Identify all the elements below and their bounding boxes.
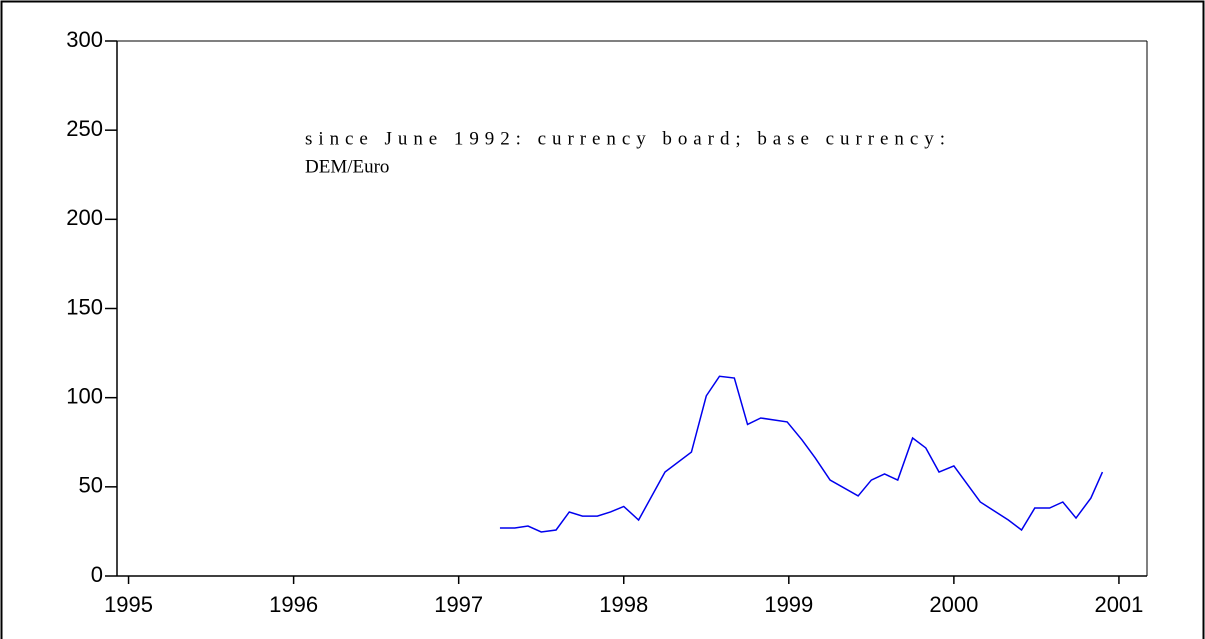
annotation: DEM/Euro: [305, 156, 389, 177]
y-tick-label: 50: [79, 473, 103, 498]
x-tick-label: 1995: [104, 592, 153, 617]
x-tick-label: 1997: [434, 592, 483, 617]
y-tick-label: 150: [66, 294, 103, 319]
x-tick-label: 2000: [929, 592, 978, 617]
x-tick-label: 2001: [1094, 592, 1143, 617]
y-tick-label: 300: [66, 27, 103, 52]
y-tick-label: 250: [66, 116, 103, 141]
y-tick-label: 100: [66, 383, 103, 408]
x-tick-label: 1996: [269, 592, 318, 617]
line-series: [499, 375, 1104, 533]
x-tick-label: 1999: [764, 592, 813, 617]
x-tick-label: 1998: [599, 592, 648, 617]
annotation: since June 1992: currency board; base cu…: [305, 128, 945, 149]
y-tick-label: 200: [66, 205, 103, 230]
y-tick-label: 0: [91, 562, 103, 587]
